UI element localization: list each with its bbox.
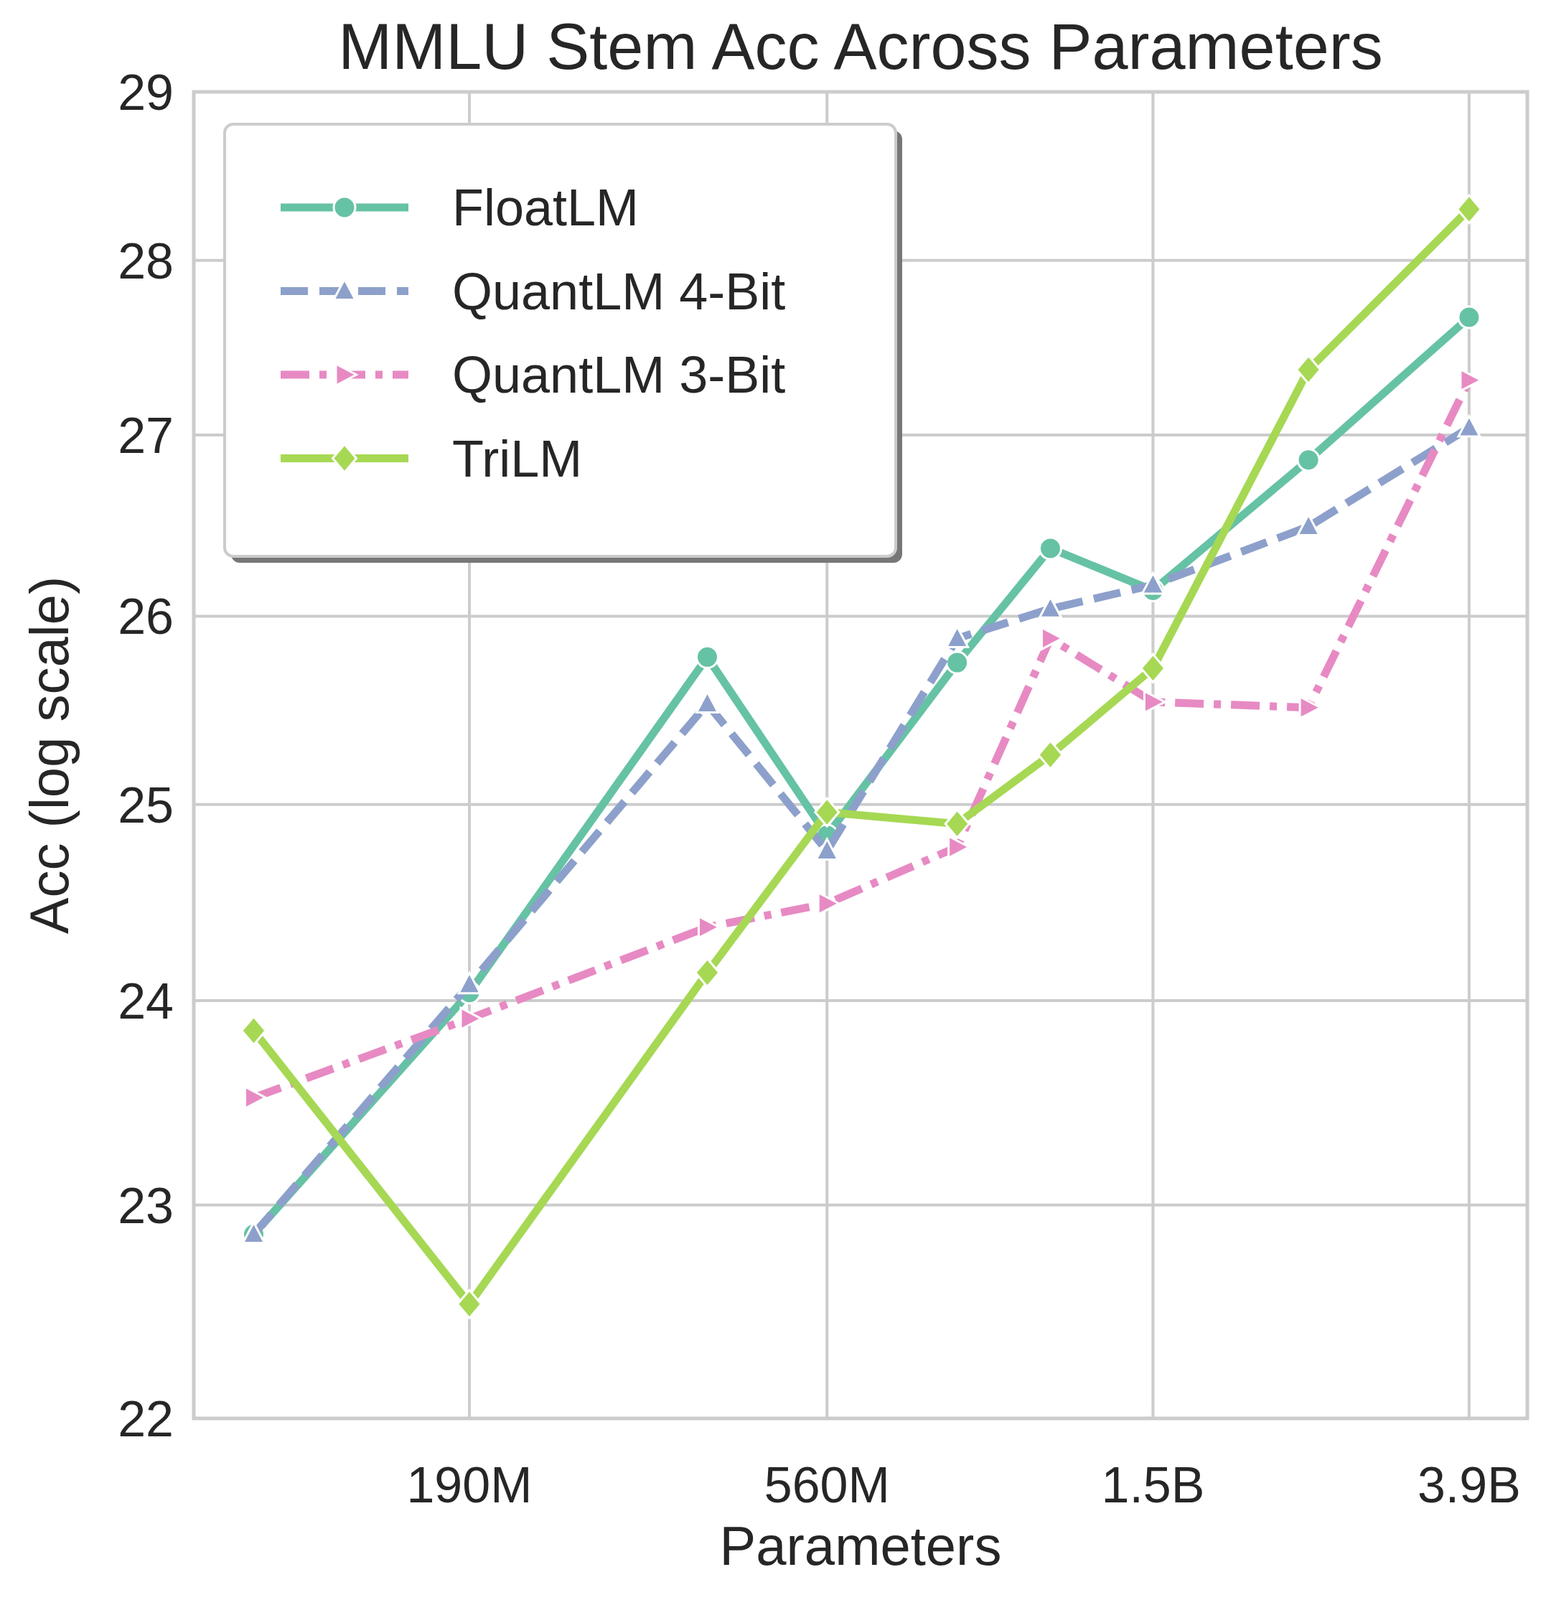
chart: 22 23 24 25 26 27 28 29 190M 560M 1.5B 3.9B FloatLM Q… xyxy=(0,0,1551,1600)
point xyxy=(1141,653,1165,682)
x-axis-label: Parameters xyxy=(719,1515,1002,1577)
point xyxy=(1039,537,1061,560)
point xyxy=(945,809,969,838)
point xyxy=(457,1289,481,1318)
point xyxy=(458,972,481,994)
y-tick-label: 25 xyxy=(117,777,174,834)
point xyxy=(1296,355,1321,384)
point xyxy=(460,1007,482,1030)
legend-label: TriLM xyxy=(452,429,583,488)
y-grid-line xyxy=(193,999,1528,1002)
point xyxy=(1041,627,1063,649)
point xyxy=(698,916,720,939)
plot-frame xyxy=(193,91,1528,1419)
point xyxy=(242,1222,265,1244)
point xyxy=(815,798,840,827)
legend-box xyxy=(224,124,896,557)
y-tick-label: 28 xyxy=(117,233,174,290)
point xyxy=(1297,514,1320,536)
point xyxy=(244,1086,266,1109)
point xyxy=(241,1016,266,1045)
y-tick-label: 23 xyxy=(117,1177,174,1234)
point xyxy=(1458,416,1480,438)
point xyxy=(818,892,840,915)
point xyxy=(1144,691,1165,713)
point xyxy=(696,645,718,668)
grid xyxy=(193,91,1528,1419)
point xyxy=(1141,572,1164,594)
y-grid-line xyxy=(193,614,1528,618)
point xyxy=(946,651,969,674)
point xyxy=(695,958,720,987)
point xyxy=(696,691,718,713)
legend-marker xyxy=(333,196,356,219)
y-tick-label: 29 xyxy=(117,64,174,121)
x-tick-label: 190M xyxy=(406,1456,532,1513)
x-grid-line xyxy=(1467,91,1471,1419)
x-tick-label: 560M xyxy=(764,1456,890,1513)
legend-label: QuantLM 3-Bit xyxy=(452,345,786,404)
point xyxy=(816,839,838,860)
point xyxy=(1038,740,1063,769)
point xyxy=(1297,449,1320,471)
point xyxy=(1456,195,1481,224)
legend-marker xyxy=(335,363,357,386)
point xyxy=(948,836,970,858)
legend-label: QuantLM 4-Bit xyxy=(452,262,786,321)
point xyxy=(1299,696,1321,719)
point xyxy=(1039,597,1061,618)
y-tick-label: 27 xyxy=(117,407,174,464)
title: MMLU Stem Acc Across Parameters xyxy=(338,10,1383,83)
point xyxy=(1460,369,1482,392)
legend: FloatLM QuantLM 4-Bit QuantLM 3-Bit TriLM xyxy=(224,124,903,563)
x-tick-label: 1.5B xyxy=(1100,1456,1205,1513)
legend-marker xyxy=(333,279,356,301)
legend-label: FloatLM xyxy=(452,178,639,237)
point xyxy=(946,626,969,648)
point xyxy=(1458,306,1480,328)
x-tick-label: 3.9B xyxy=(1417,1456,1521,1513)
legend-marker xyxy=(333,444,357,473)
y-tick-label: 26 xyxy=(117,588,174,645)
y-tick-label: 22 xyxy=(117,1390,174,1447)
y-tick-label: 24 xyxy=(117,973,174,1030)
x-grid-line xyxy=(1151,91,1155,1419)
y-axis-label: Acc (log scale) xyxy=(18,576,80,934)
